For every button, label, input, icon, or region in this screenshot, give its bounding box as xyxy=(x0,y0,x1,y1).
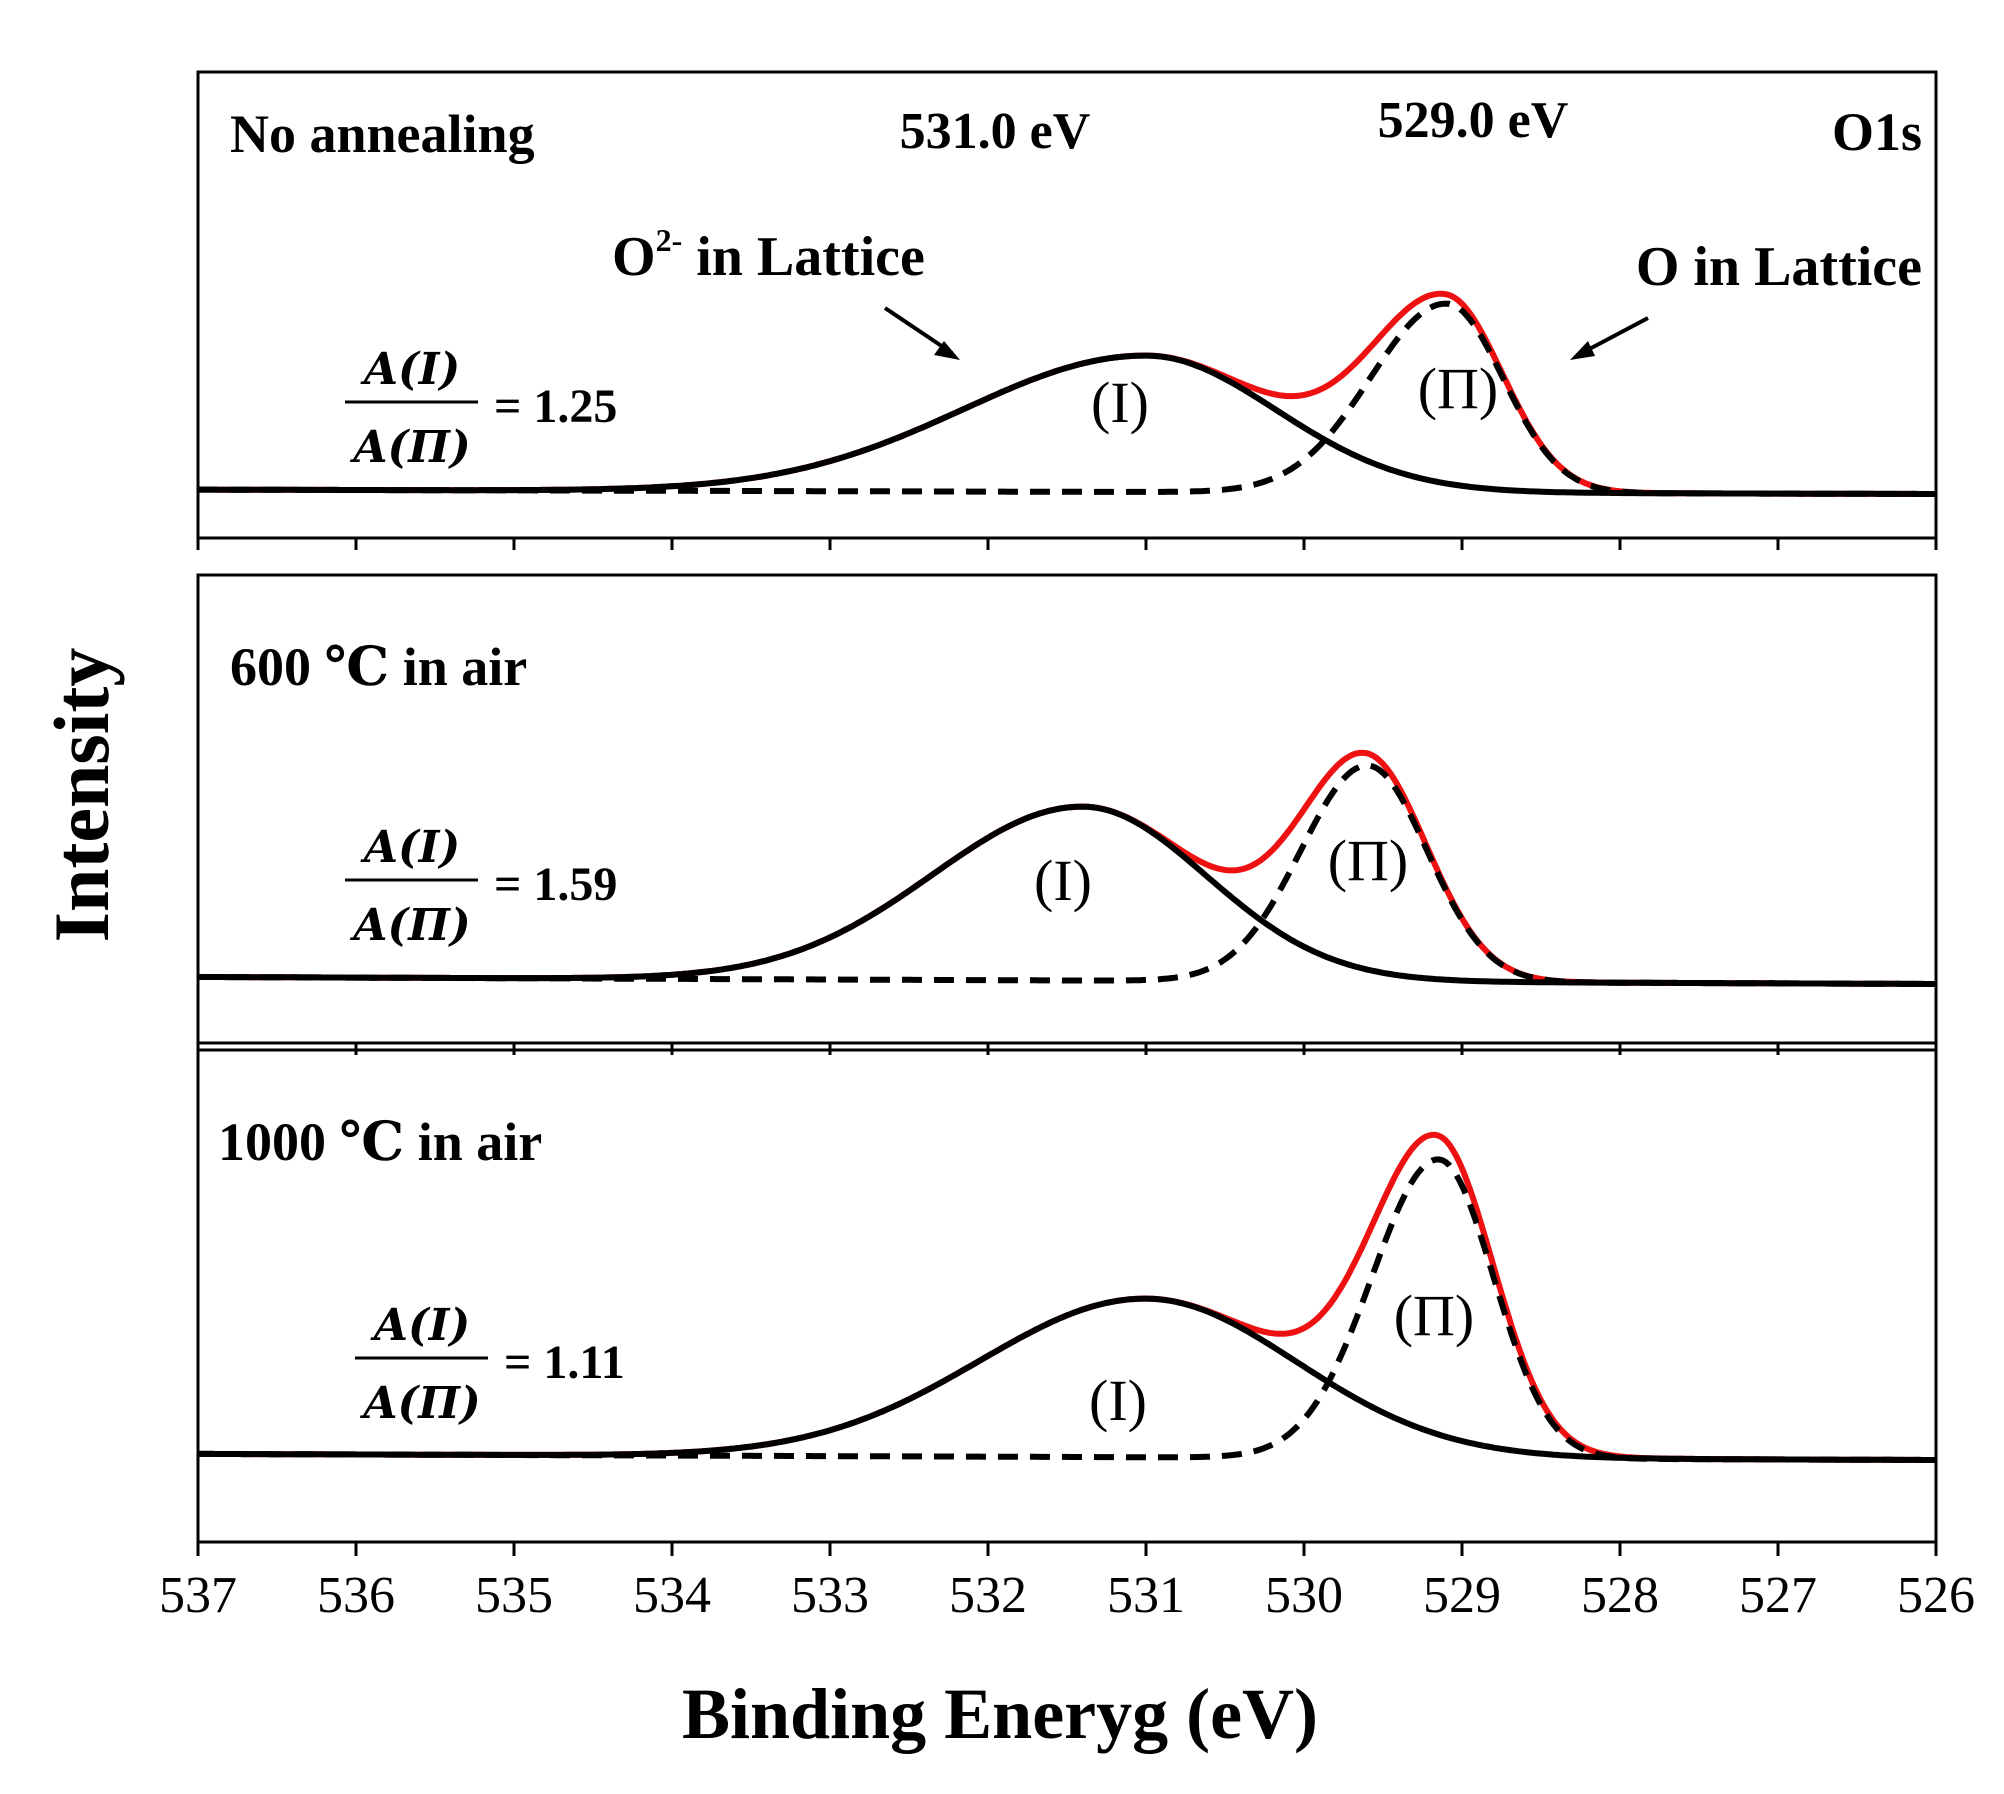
y-axis-title: Intensity xyxy=(38,648,125,943)
peak-position-label-2: 529.0 eV xyxy=(1378,92,1569,149)
panel-2-condition: 600 ℃ in air xyxy=(230,637,527,697)
x-tick-label-534: 534 xyxy=(633,1567,711,1624)
panel-2-peak-I-label: (I) xyxy=(1034,848,1092,913)
x-tick-label-535: 535 xyxy=(475,1567,553,1624)
panel-3-ratio-denominator: A(Π) xyxy=(359,1378,480,1429)
x-tick-label-531: 531 xyxy=(1107,1567,1185,1624)
panel-2-peak-II-label: (Π) xyxy=(1328,828,1409,893)
panel-3-frame xyxy=(196,1048,1938,1544)
panel-1-frame xyxy=(196,70,1938,540)
panel-1-peak-II-label: (Π) xyxy=(1418,356,1499,421)
panel-2-ratio-value: = 1.59 xyxy=(494,858,617,911)
panel-3-condition: 1000 ℃ in air xyxy=(218,1112,542,1172)
x-tick-label-528: 528 xyxy=(1581,1567,1659,1624)
panel-1-ratio-denominator: A(Π) xyxy=(349,422,470,473)
panel-3-peak-II-curve xyxy=(198,1156,1936,1463)
arrow-annotation-2: O in Lattice xyxy=(1636,236,1922,298)
panel-1-condition: No annealing xyxy=(230,104,535,164)
panel-3-ratio-value: = 1.11 xyxy=(504,1336,625,1389)
corner-label: O1s xyxy=(1832,102,1922,162)
x-tick-label-530: 530 xyxy=(1265,1567,1343,1624)
panel-frames xyxy=(196,70,1938,1544)
panel-1-peak-I-label: (I) xyxy=(1091,370,1149,435)
x-tick-label-527: 527 xyxy=(1739,1567,1817,1624)
arrow-2 xyxy=(1570,316,1649,360)
panel-1-ratio-value: = 1.25 xyxy=(494,380,617,433)
x-tick-label-529: 529 xyxy=(1423,1567,1501,1624)
panel-2-frame xyxy=(196,573,1938,1045)
arrow-annotation-1: O2- in Lattice xyxy=(612,222,925,288)
panel-1-peak-II-curve xyxy=(198,300,1936,497)
x-tick-label-532: 532 xyxy=(949,1567,1027,1624)
x-axis: 537 536 535 534 533 532 531 530 529 528 527 526 xyxy=(159,538,1975,1624)
x-axis-title: Binding Eneryg (eV) xyxy=(682,1674,1318,1754)
panel-3-peak-II-label: (Π) xyxy=(1394,1283,1475,1348)
x-tick-label-537: 537 xyxy=(159,1567,237,1624)
panel-3-ratio-numerator: A(I) xyxy=(370,1300,470,1351)
panel-texts: No annealing A(I) A(Π) = 1.25 (I) (Π) 60… xyxy=(218,104,1498,1433)
panel-2-ratio-numerator: A(I) xyxy=(360,822,460,873)
panel-3-peak-I-label: (I) xyxy=(1089,1368,1147,1433)
curves xyxy=(197,290,1936,1463)
arrow-1 xyxy=(883,306,960,360)
x-tick-label-526: 526 xyxy=(1897,1567,1975,1624)
x-tick-label-533: 533 xyxy=(791,1567,869,1624)
panel-2-ratio-denominator: A(Π) xyxy=(349,900,470,951)
peak-position-label-1: 531.0 eV xyxy=(900,103,1091,160)
panel-2-peak-II-curve xyxy=(198,762,1936,987)
x-tick-label-536: 536 xyxy=(317,1567,395,1624)
panel-1-ratio-numerator: A(I) xyxy=(360,344,460,395)
